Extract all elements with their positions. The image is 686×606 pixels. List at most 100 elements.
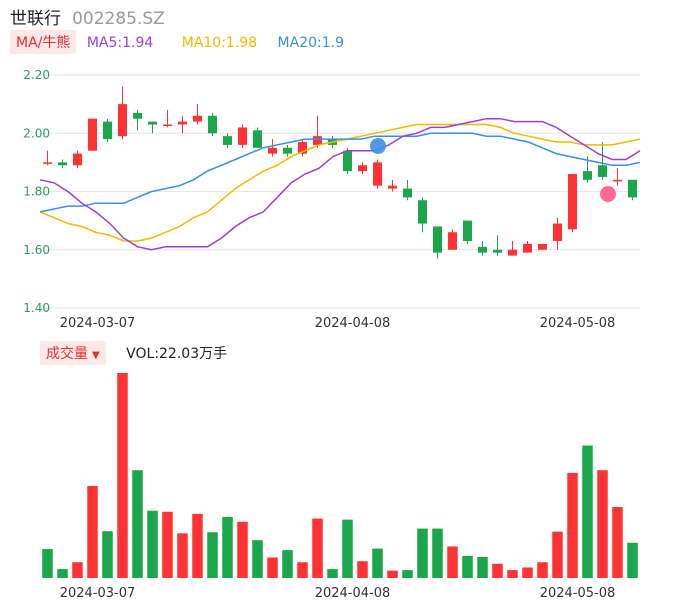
volume-bar [432,528,443,578]
candle-body [358,165,367,172]
candle-body [508,249,517,256]
ma-indicator-tag[interactable]: MA/牛熊 [10,30,77,54]
dropdown-arrow-icon[interactable]: ▼ [92,350,100,361]
candle-body [253,130,262,148]
candle-body [208,115,217,134]
candle-body [223,136,232,145]
price-tick-label: 1.60 [23,243,50,257]
volume-bar [117,373,128,578]
ma5-line [39,117,641,251]
volume-bar [132,470,143,578]
candle-body [628,179,637,198]
volume-bar [42,549,53,578]
candle-body [313,136,322,145]
candle-body [613,179,622,182]
volume-bar [612,507,623,578]
candle-body [343,150,352,172]
ma20-value: MA20:1.9 [277,35,344,51]
candle-body [58,162,67,166]
candle-body [538,243,547,250]
volume-bar [147,510,158,578]
candle-body [88,118,97,151]
volume-bar [87,486,98,578]
candle-body [418,200,427,224]
price-tick-label: 2.00 [23,126,50,140]
date-tick-label: 2024-03-07 [60,316,136,331]
candle-body [493,249,502,253]
volume-bar [252,540,263,578]
stock-name: 世联行 [10,9,61,29]
bull-marker-icon [600,186,616,202]
candle-body [373,162,382,186]
bear-marker-icon [370,138,386,154]
candle-body [403,188,412,198]
volume-bar [192,513,203,578]
candle-body [463,220,472,242]
ma10-value: MA10:1.98 [181,35,258,51]
volume-bar [267,557,278,578]
volume-bar [627,542,638,578]
candle-body [193,115,202,122]
candle-body [568,174,577,230]
volume-value: VOL:22.03万手 [126,346,228,362]
volume-bar [492,563,503,578]
candle-body [238,127,247,145]
volume-bar [162,511,173,578]
volume-bar [582,445,593,578]
volume-bar [417,528,428,578]
volume-indicator-tag[interactable]: 成交量 ▼ [40,341,106,365]
stock-code: 002285.SZ [72,9,165,29]
volume-bar [207,532,218,578]
candle-body [598,165,607,177]
price-tick-label: 1.40 [23,301,50,315]
candle-body [478,246,487,253]
volume-bar [387,570,398,578]
date-tick-label: 2024-05-08 [540,316,616,331]
price-tick-label: 1.80 [23,185,50,199]
volume-legend: 成交量 ▼ VOL:22.03万手 [40,341,228,365]
volume-bar [282,550,293,578]
volume-tag-label: 成交量 [46,346,88,362]
volume-bar [462,555,473,578]
volume-bar [522,567,533,578]
price-tick-label: 2.20 [23,68,50,82]
ma-legend: MA/牛熊 MA5:1.94 MA10:1.98 MA20:1.9 [10,30,344,54]
candle-body [148,121,157,125]
candle-body [73,153,82,166]
candle-body [103,121,112,140]
volume-bar [177,533,188,578]
date-tick-label: 2024-04-08 [315,316,391,331]
ma20-line [39,132,641,213]
candle-body [283,147,292,154]
candle-body [118,104,127,137]
volume-bar [537,562,548,578]
volume-bar [72,562,83,578]
volume-bar [357,561,368,578]
stock-header: 世联行 002285.SZ [10,4,165,29]
candle-body [268,147,277,154]
candle-body [43,162,52,164]
volume-bar [222,517,233,578]
candle-body [433,226,442,253]
volume-bar [102,531,113,578]
volume-bar [372,548,383,578]
candle-body [163,124,172,127]
candle-body [523,243,532,253]
candle-body [553,223,562,242]
volume-bar [552,531,563,578]
ma5-value: MA5:1.94 [86,35,154,51]
candle-body [133,112,142,119]
volume-bar [342,519,353,578]
date-tick-label: 2024-05-08 [540,586,616,601]
volume-bar [597,470,608,578]
volume-bar [447,546,458,578]
volume-bar [567,472,578,578]
volume-bar [477,556,488,578]
candle-body [583,171,592,180]
candle-body [178,121,187,125]
date-tick-label: 2024-03-07 [60,586,136,601]
ma10-line [39,123,641,242]
candle-body [388,185,397,189]
volume-bar [297,562,308,578]
